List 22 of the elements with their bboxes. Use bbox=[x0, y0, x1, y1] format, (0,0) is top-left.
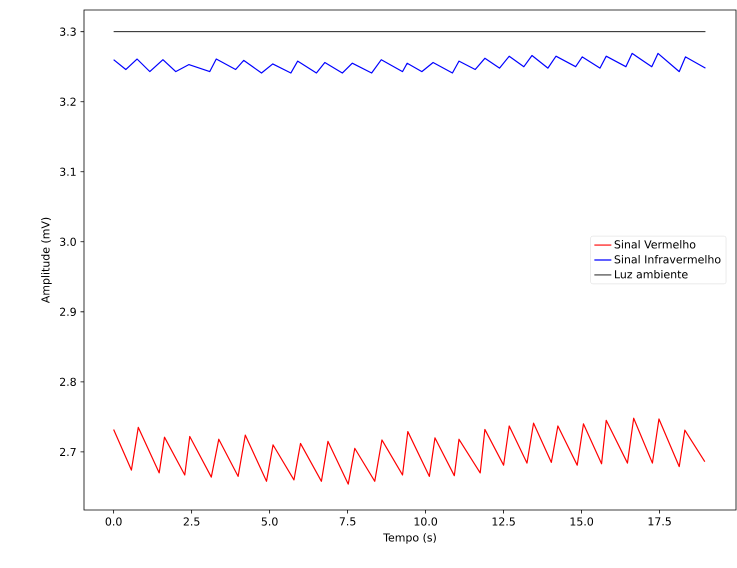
x-tick-label: 10.0 bbox=[414, 517, 438, 526]
legend-label: Sinal Vermelho bbox=[614, 240, 696, 249]
y-axis-title: Amplitude (mV) bbox=[41, 218, 52, 304]
y-tick-label: 3.3 bbox=[60, 28, 76, 36]
x-tick-label: 17.5 bbox=[648, 517, 671, 526]
x-axis-title: Tempo (s) bbox=[383, 533, 436, 544]
y-tick-label: 2.8 bbox=[60, 378, 76, 386]
y-tick-label: 2.9 bbox=[60, 308, 76, 316]
legend-label: Luz ambiente bbox=[615, 270, 688, 278]
line-series bbox=[113, 52, 706, 74]
y-tick-label: 2.7 bbox=[60, 448, 76, 456]
x-tick-label: 0.0 bbox=[106, 517, 122, 526]
line-series bbox=[113, 418, 706, 485]
y-tick-label: 3.2 bbox=[60, 98, 76, 106]
x-tick-label: 7.5 bbox=[340, 517, 356, 526]
x-tick-label: 12.5 bbox=[492, 517, 515, 526]
y-tick-label: 3.0 bbox=[60, 238, 76, 246]
legend-label: Sinal Infravermelho bbox=[614, 255, 720, 264]
x-tick-label: 5.0 bbox=[262, 517, 278, 526]
x-tick-label: 2.5 bbox=[184, 517, 200, 526]
x-tick-label: 15.0 bbox=[570, 517, 594, 526]
y-tick-label: 3.1 bbox=[60, 168, 76, 176]
